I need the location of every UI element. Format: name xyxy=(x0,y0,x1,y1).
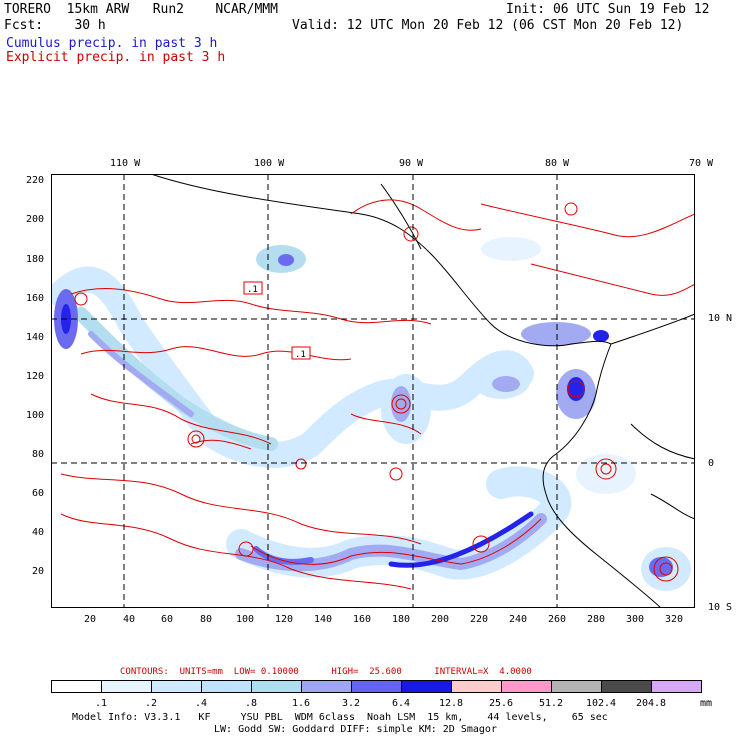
lat-label: 0 xyxy=(708,458,715,469)
y-tick: 200 xyxy=(25,214,44,225)
x-tick: 160 xyxy=(353,614,372,625)
explicit-precip-cells xyxy=(74,202,679,582)
y-tick: 80 xyxy=(31,449,44,460)
colorbar-segment xyxy=(301,680,352,693)
colorbar-segment xyxy=(551,680,602,693)
x-tick: 100 xyxy=(236,614,255,625)
y-tick: 180 xyxy=(25,254,44,265)
x-tick: 260 xyxy=(548,614,567,625)
colorbar-segment xyxy=(501,680,552,693)
contour-label: .1 xyxy=(295,350,306,360)
lon-label: 70 W xyxy=(689,158,714,169)
lon-label: 90 W xyxy=(399,158,424,169)
x-tick: 40 xyxy=(123,614,136,625)
coastline xyxy=(150,174,695,608)
x-tick: 300 xyxy=(626,614,645,625)
colorbar-tick: 12.8 xyxy=(438,698,464,709)
cumulus-precip-shading xyxy=(51,237,691,591)
lon-label: 100 W xyxy=(254,158,285,169)
y-tick: 100 xyxy=(25,410,44,421)
lat-label: 10 S xyxy=(708,602,733,613)
model-info: Model Info: V3.3.1 KF YSU PBL WDM 6class… xyxy=(72,712,608,723)
y-tick: 120 xyxy=(25,371,44,382)
valid-time: Valid: 12 UTC Mon 20 Feb 12 (06 CST Mon … xyxy=(292,18,684,33)
init-time: Init: 06 UTC Sun 19 Feb 12 xyxy=(506,2,710,17)
colorbar-tick: 1.6 xyxy=(291,698,311,709)
x-tick: 280 xyxy=(587,614,606,625)
lon-label: 80 W xyxy=(545,158,570,169)
colorbar-segment xyxy=(51,680,102,693)
colorbar-segment xyxy=(651,680,702,693)
colorbar-segment xyxy=(201,680,252,693)
x-tick: 200 xyxy=(431,614,450,625)
colorbar-tick: 3.2 xyxy=(341,698,361,709)
colorbar-segment xyxy=(601,680,652,693)
colorbar-tick: 25.6 xyxy=(488,698,514,709)
colorbar-segment xyxy=(401,680,452,693)
y-tick: 20 xyxy=(31,566,44,577)
explicit-legend: Explicit precip. in past 3 h xyxy=(6,50,226,65)
x-tick: 20 xyxy=(84,614,97,625)
header-title: TORERO 15km ARW Run2 NCAR/MMM xyxy=(4,2,278,17)
model-physics: LW: Godd SW: Goddard DIFF: simple KM: 2D… xyxy=(214,724,497,735)
contour-value-labels: .1 .1 xyxy=(243,281,311,360)
lat-label: 10 N xyxy=(708,313,733,324)
x-tick: 220 xyxy=(470,614,489,625)
x-tick: 120 xyxy=(275,614,294,625)
colorbar-segment xyxy=(251,680,302,693)
y-tick: 220 xyxy=(25,175,44,186)
lat-lon-grid xyxy=(51,174,695,608)
y-tick: 60 xyxy=(31,488,44,499)
lon-label: 110 W xyxy=(110,158,141,169)
x-tick: 240 xyxy=(509,614,528,625)
precip-map: .1 .1 xyxy=(51,174,695,608)
contours-info: CONTOURS: UNITS=mm LOW= 0.10000 HIGH= 25… xyxy=(120,667,532,677)
colorbar-tick: 6.4 xyxy=(391,698,411,709)
x-tick: 180 xyxy=(392,614,411,625)
colorbar-segment xyxy=(351,680,402,693)
y-tick: 40 xyxy=(31,527,44,538)
colorbar-tick: 102.4 xyxy=(585,698,617,709)
x-tick: 80 xyxy=(200,614,213,625)
colorbar-segment xyxy=(101,680,152,693)
colorbar-tick: .2 xyxy=(144,698,158,709)
y-tick: 160 xyxy=(25,293,44,304)
x-tick: 140 xyxy=(314,614,333,625)
x-tick: 60 xyxy=(161,614,174,625)
colorbar-tick: 51.2 xyxy=(538,698,564,709)
colorbar-tick: .1 xyxy=(94,698,108,709)
x-tick: 320 xyxy=(665,614,684,625)
colorbar-tick: .8 xyxy=(244,698,258,709)
colorbar-segment xyxy=(451,680,502,693)
colorbar-segment xyxy=(151,680,202,693)
colorbar-unit: mm xyxy=(700,698,713,709)
cumulus-legend: Cumulus precip. in past 3 h xyxy=(6,36,218,51)
forecast-hour: Fcst: 30 h xyxy=(4,18,106,33)
y-tick: 140 xyxy=(25,332,44,343)
contour-label: .1 xyxy=(247,285,258,295)
colorbar-tick: 204.8 xyxy=(635,698,667,709)
colorbar-tick: .4 xyxy=(194,698,208,709)
